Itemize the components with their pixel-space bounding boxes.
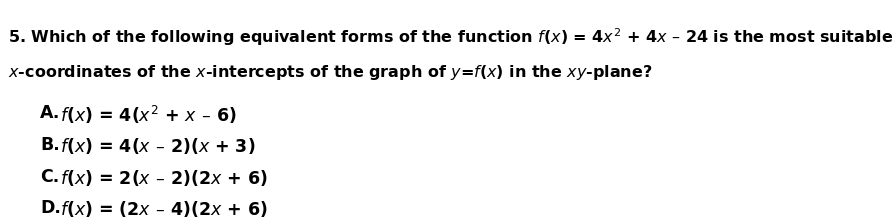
Text: C.: C. — [40, 168, 59, 186]
Text: $\mathit{f}$($\mathit{x}$) = 4($\mathit{x}$ – 2)($\mathit{x}$ + 3): $\mathit{f}$($\mathit{x}$) = 4($\mathit{… — [60, 136, 255, 156]
Text: A.: A. — [40, 104, 61, 122]
Text: B.: B. — [40, 136, 60, 154]
Text: D.: D. — [40, 199, 61, 217]
Text: $\mathit{f}$($\mathit{x}$) = 4($\mathit{x}^2$ + $\mathit{x}$ – 6): $\mathit{f}$($\mathit{x}$) = 4($\mathit{… — [60, 104, 237, 126]
Text: $\mathit{f}$($\mathit{x}$) = (2$\mathit{x}$ – 4)(2$\mathit{x}$ + 6): $\mathit{f}$($\mathit{x}$) = (2$\mathit{… — [60, 199, 267, 219]
Text: 5. Which of the following equivalent forms of the function $\mathit{f}$($\mathit: 5. Which of the following equivalent for… — [8, 26, 896, 48]
Text: $\mathit{x}$-coordinates of the $\mathit{x}$-intercepts of the graph of $\mathit: $\mathit{x}$-coordinates of the $\mathit… — [8, 63, 652, 82]
Text: $\mathit{f}$($\mathit{x}$) = 2($\mathit{x}$ – 2)(2$\mathit{x}$ + 6): $\mathit{f}$($\mathit{x}$) = 2($\mathit{… — [60, 168, 267, 188]
